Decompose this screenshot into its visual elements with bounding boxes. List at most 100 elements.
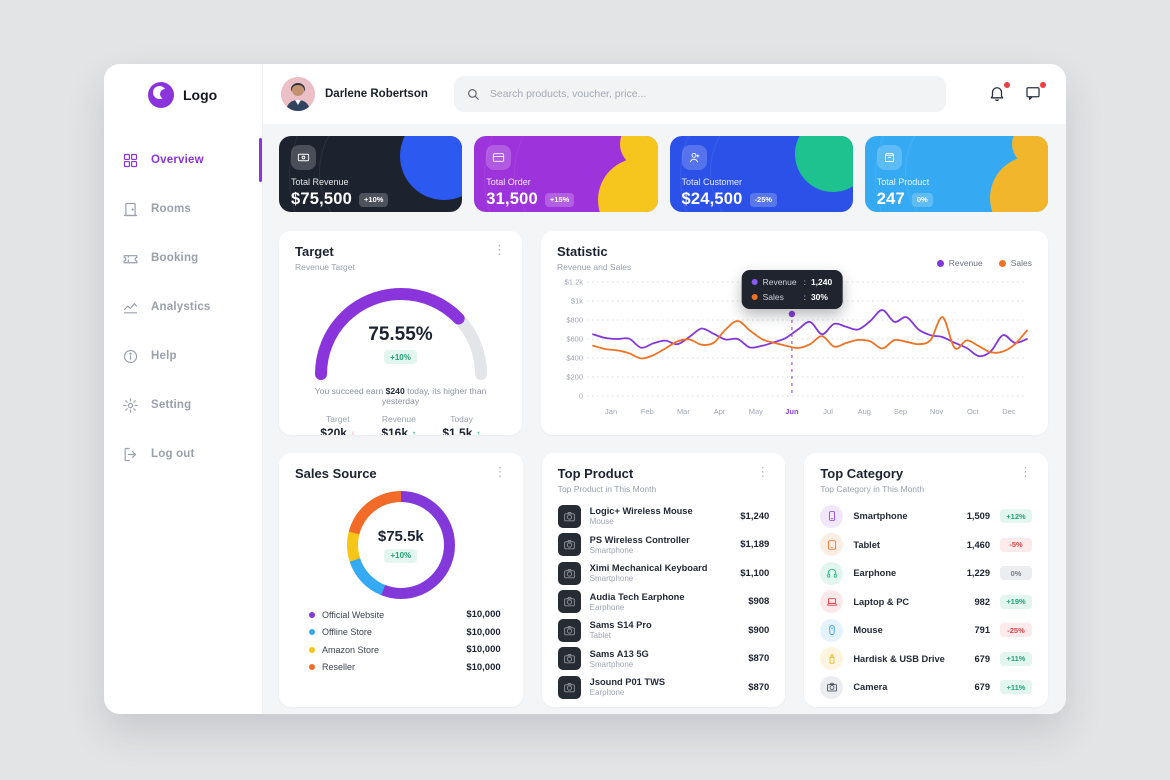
- source-value: $10,000: [466, 626, 501, 638]
- product-row: Jsound P01 TWS Earphone $870: [557, 673, 770, 702]
- svg-text:Nov: Nov: [930, 407, 944, 416]
- product-price: $870: [748, 653, 770, 665]
- search-input[interactable]: [487, 87, 934, 101]
- logo-icon: [148, 82, 174, 108]
- product-name: Ximi Mechanical Keyboard: [589, 563, 708, 574]
- svg-text:0: 0: [579, 392, 583, 401]
- category-name: Tablet: [853, 539, 881, 550]
- gauge-change-badge: +10%: [384, 350, 417, 364]
- sidebar-item-setting[interactable]: Setting: [104, 385, 262, 425]
- mouse-icon: [820, 618, 844, 642]
- avatar-image: [281, 77, 315, 111]
- logout-icon: [122, 446, 139, 463]
- category-count: 679: [974, 653, 990, 664]
- category-count: 1,509: [966, 511, 990, 522]
- stat-value: $75,500: [291, 190, 353, 208]
- product-name: Audia Tech Earphone: [589, 591, 685, 602]
- arrow-up-icon: ↑: [411, 429, 417, 435]
- category-change-badge: -5%: [1000, 537, 1032, 552]
- category-name: Camera: [853, 682, 888, 693]
- metric-label: Target: [325, 414, 350, 424]
- metric-label: Today: [450, 414, 473, 424]
- product-category: Mouse: [589, 517, 614, 527]
- sidebar-item-logout[interactable]: Log out: [104, 434, 262, 474]
- card-subtitle: Revenue and Sales: [557, 262, 632, 272]
- kebab-menu-icon[interactable]: ⋮: [493, 464, 507, 479]
- laptop-icon: [820, 590, 844, 614]
- category-name: Smartphone: [853, 511, 908, 522]
- svg-text:Feb: Feb: [641, 407, 654, 416]
- legend-dot-icon: [998, 259, 1006, 267]
- stat-value: 247: [876, 190, 905, 208]
- category-count: 679: [974, 682, 990, 693]
- svg-text:Jun: Jun: [785, 407, 799, 416]
- legend-dot-icon: [309, 646, 315, 653]
- kebab-menu-icon[interactable]: ⋮: [493, 242, 506, 257]
- sidebar-item-label: Analystics: [151, 301, 211, 313]
- legend-sales: Sales: [998, 258, 1032, 268]
- sidebar-item-label: Overview: [151, 154, 204, 166]
- statistic-card: Statistic Revenue and Sales Revenue Sales…: [541, 231, 1048, 435]
- category-row: Earphone 1,229 0%: [820, 559, 1032, 588]
- source-label: Offline Store: [322, 627, 372, 637]
- stat-label: Total Order: [486, 177, 531, 187]
- kebab-menu-icon[interactable]: ⋮: [1019, 464, 1032, 479]
- category-row: Camera 679 +11%: [820, 673, 1032, 702]
- top-category-card: Top Category Top Category in This Month …: [804, 453, 1048, 707]
- card-subtitle: Top Category in This Month: [820, 484, 925, 494]
- sidebar-item-help[interactable]: Help: [104, 336, 262, 376]
- metric-value: $20k ↓: [320, 426, 355, 435]
- svg-text:Jan: Jan: [605, 407, 617, 416]
- bell-icon[interactable]: [988, 82, 1010, 104]
- product-price: $870: [748, 681, 770, 693]
- card-title: Target: [295, 244, 334, 259]
- target-note: You succeed earn $240 today, its higher …: [314, 386, 487, 406]
- kebab-menu-icon[interactable]: ⋮: [756, 464, 770, 479]
- stat-change-badge: +10%: [359, 192, 389, 207]
- source-label: Reseller: [322, 662, 356, 672]
- card-subtitle: Top Product in This Month: [557, 484, 657, 494]
- card-title: Top Category: [820, 466, 904, 481]
- sidebar-item-label: Log out: [151, 448, 195, 460]
- stat-card-total-customer: Total Customer $24,500 -25%: [669, 136, 853, 212]
- product-price: $1,100: [740, 567, 770, 579]
- stat-change-badge: 0%: [911, 192, 933, 207]
- sidebar-item-booking[interactable]: Booking: [104, 238, 262, 278]
- sidebar-item-rooms[interactable]: Rooms: [104, 189, 262, 229]
- category-row: Laptop & PC 982 +19%: [820, 588, 1032, 617]
- sidebar-item-analytics[interactable]: Analystics: [104, 287, 262, 327]
- tooltip-dot-icon: [751, 294, 758, 300]
- top-product-card: Top Product Top Product in This Month ⋮ …: [541, 453, 786, 707]
- message-icon[interactable]: [1024, 82, 1046, 104]
- metric-value: $16k ↑: [381, 426, 416, 435]
- product-row: Logic+ Wireless Mouse Mouse $1,240: [557, 502, 769, 531]
- tooltip-row-revenue: Revenue:1,240: [751, 277, 832, 287]
- stat-card-total-revenue: Total Revenue $75,500 +10%: [279, 136, 463, 212]
- category-row: Hardisk & USB Drive 679 +11%: [820, 645, 1032, 674]
- avatar[interactable]: [281, 77, 315, 111]
- chart-tooltip: Revenue:1,240 Sales:30%: [741, 270, 843, 309]
- headphones-icon: [820, 561, 844, 585]
- product-name: Jsound P01 TWS: [589, 677, 666, 688]
- chart-legend: Revenue Sales: [936, 258, 1032, 268]
- svg-text:Mar: Mar: [677, 407, 690, 416]
- sidebar-item-overview[interactable]: Overview: [104, 138, 262, 182]
- target-metric-revenue: Revenue $16k ↑: [381, 414, 416, 435]
- donut-center: $75.5k +10%: [357, 502, 444, 588]
- grid-icon: [122, 152, 139, 169]
- product-thumbnail: [557, 647, 581, 671]
- category-count: 982: [974, 596, 990, 607]
- search-bar[interactable]: [453, 76, 946, 112]
- product-name: Sams S14 Pro: [589, 620, 652, 631]
- user-name[interactable]: Darlene Robertson: [325, 88, 428, 100]
- metric-value: $1.5k ↑: [442, 426, 480, 435]
- target-metrics: Target $20k ↓ Revenue $16k ↑ Today $1.5k ↑: [295, 414, 506, 435]
- donut-chart: $75.5k +10%: [346, 491, 455, 599]
- sales-source-row: Offline Store $10,000: [295, 627, 507, 638]
- door-icon: [122, 201, 139, 218]
- ticket-icon: [122, 250, 139, 267]
- product-category: Tablet: [589, 631, 612, 641]
- svg-text:$200: $200: [566, 373, 583, 382]
- target-gauge: 75.55% +10%: [305, 280, 497, 380]
- arrow-down-icon: ↓: [350, 429, 356, 435]
